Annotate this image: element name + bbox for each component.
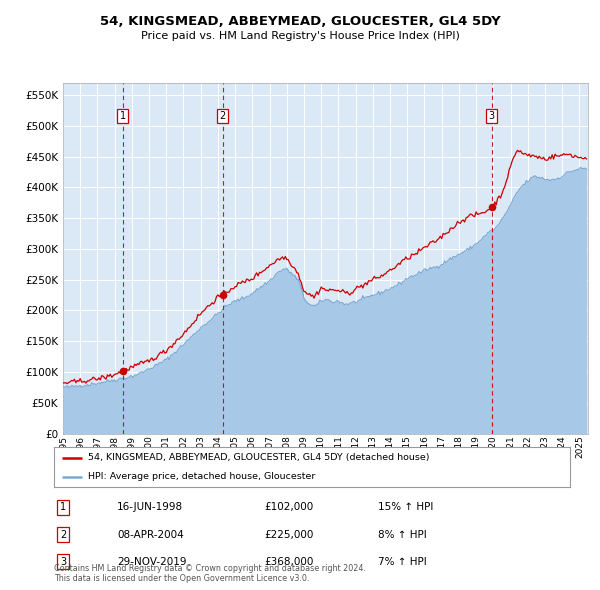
Text: Contains HM Land Registry data © Crown copyright and database right 2024.
This d: Contains HM Land Registry data © Crown c…	[54, 563, 366, 583]
Text: 3: 3	[60, 557, 66, 566]
Text: 15% ↑ HPI: 15% ↑ HPI	[378, 503, 433, 512]
Text: 1: 1	[119, 111, 125, 121]
Text: 54, KINGSMEAD, ABBEYMEAD, GLOUCESTER, GL4 5DY: 54, KINGSMEAD, ABBEYMEAD, GLOUCESTER, GL…	[100, 15, 500, 28]
Text: 7% ↑ HPI: 7% ↑ HPI	[378, 557, 427, 566]
Text: 54, KINGSMEAD, ABBEYMEAD, GLOUCESTER, GL4 5DY (detached house): 54, KINGSMEAD, ABBEYMEAD, GLOUCESTER, GL…	[88, 453, 429, 463]
Text: £368,000: £368,000	[264, 557, 313, 566]
Text: £102,000: £102,000	[264, 503, 313, 512]
Text: 29-NOV-2019: 29-NOV-2019	[117, 557, 187, 566]
Text: Price paid vs. HM Land Registry's House Price Index (HPI): Price paid vs. HM Land Registry's House …	[140, 31, 460, 41]
Text: 8% ↑ HPI: 8% ↑ HPI	[378, 530, 427, 539]
Text: £225,000: £225,000	[264, 530, 313, 539]
Text: 1: 1	[60, 503, 66, 512]
Text: HPI: Average price, detached house, Gloucester: HPI: Average price, detached house, Glou…	[88, 472, 315, 481]
Text: 16-JUN-1998: 16-JUN-1998	[117, 503, 183, 512]
Text: 3: 3	[489, 111, 495, 121]
Text: 2: 2	[60, 530, 66, 539]
Text: 08-APR-2004: 08-APR-2004	[117, 530, 184, 539]
Text: 2: 2	[220, 111, 226, 121]
